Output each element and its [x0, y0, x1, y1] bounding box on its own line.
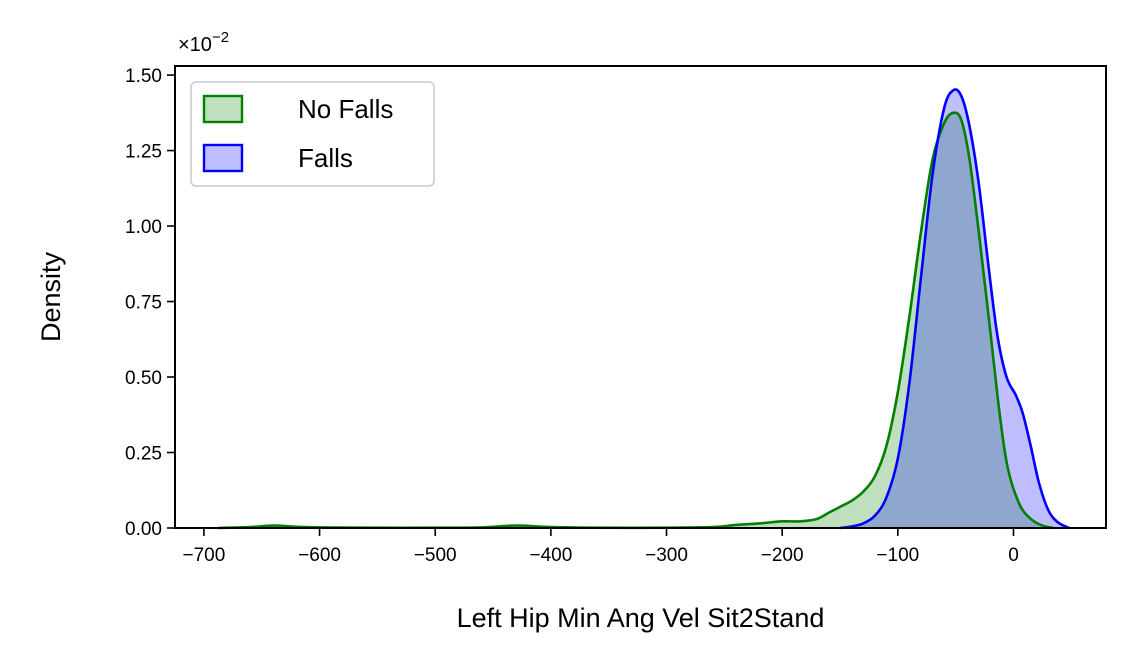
y-tick-label: 0.25 [125, 444, 162, 465]
y-tick-label: 1.50 [125, 66, 162, 87]
x-axis-label: Left Hip Min Ang Vel Sit2Stand [457, 603, 825, 633]
y-axis-label: Density [36, 251, 66, 342]
legend-swatch-bg [204, 145, 242, 171]
legend-swatch-no-falls [202, 94, 244, 124]
x-tick-label: −400 [529, 545, 572, 566]
y-tick-label: 1.00 [125, 217, 162, 238]
legend-item-no-falls: No Falls [202, 94, 393, 124]
x-tick-label: 0 [1008, 545, 1019, 566]
plot-frame [174, 65, 1107, 529]
legend-item-falls: Falls [202, 143, 353, 173]
x-tick-label: −200 [761, 545, 804, 566]
density-line-falls [839, 88, 1070, 530]
x-tick-label: −500 [414, 545, 457, 566]
y-tick-label: 1.25 [125, 142, 162, 163]
density-area-no-falls [217, 112, 1054, 529]
x-tick-label: −700 [183, 545, 226, 566]
offset-base: ×10 [178, 34, 212, 56]
y-axis-offset-label: ×10−2 [178, 29, 229, 56]
legend-label-falls: Falls [298, 143, 353, 173]
x-tick-label: −100 [876, 545, 919, 566]
y-tick-label: 0.00 [125, 519, 162, 540]
legend-label-no-falls: No Falls [298, 94, 393, 124]
offset-exponent: −2 [212, 29, 229, 46]
legend-swatch-bg [204, 96, 242, 122]
y-axis: 0.00 0.25 0.50 0.75 1.00 1.25 1.50 [125, 66, 175, 540]
legend-swatch-falls [202, 143, 244, 173]
x-tick-label: −600 [298, 545, 341, 566]
density-area-falls [840, 89, 1069, 528]
y-tick-label: 0.75 [125, 293, 162, 314]
x-axis: −700 −600 −500 −400 −300 −200 −100 0 [183, 528, 1019, 566]
y-tick-label: 0.50 [125, 368, 162, 389]
legend-box [190, 81, 435, 187]
density-fills [217, 89, 1069, 529]
x-tick-label: −300 [645, 545, 688, 566]
legend: No Falls Falls [190, 81, 435, 187]
